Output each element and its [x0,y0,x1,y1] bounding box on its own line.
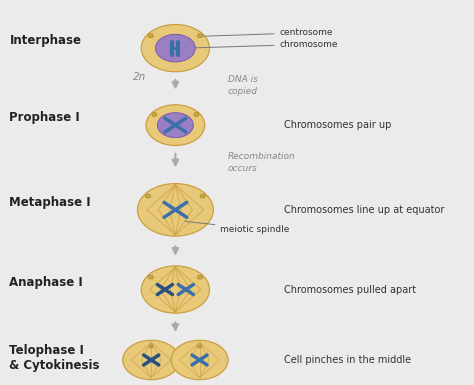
Text: centrosome: centrosome [201,28,333,37]
Ellipse shape [155,34,195,62]
Text: Anaphase I: Anaphase I [9,276,83,290]
Ellipse shape [171,340,228,380]
Text: DNA is
copied: DNA is copied [228,75,257,95]
Text: Metaphase I: Metaphase I [9,196,91,209]
Text: Recombination
occurs: Recombination occurs [228,152,295,172]
Ellipse shape [141,266,210,313]
Text: Cell pinches in the middle: Cell pinches in the middle [284,355,411,365]
Circle shape [152,112,156,116]
Circle shape [149,345,153,348]
Circle shape [146,194,150,198]
Circle shape [198,345,201,348]
Text: meiotic spindle: meiotic spindle [185,221,290,234]
Circle shape [198,275,202,279]
Ellipse shape [157,113,193,137]
Text: Chromosomes pulled apart: Chromosomes pulled apart [284,285,417,295]
Text: chromosome: chromosome [188,40,338,49]
Text: Interphase: Interphase [9,34,82,47]
Text: 2n: 2n [133,72,146,82]
Ellipse shape [137,184,213,236]
Ellipse shape [146,105,205,146]
Text: Chromosomes pair up: Chromosomes pair up [284,120,392,130]
Circle shape [148,34,153,38]
Ellipse shape [141,25,210,72]
Circle shape [198,34,202,38]
Text: Chromosomes line up at equator: Chromosomes line up at equator [284,205,445,215]
Circle shape [194,112,199,116]
Text: Telophase I
& Cytokinesis: Telophase I & Cytokinesis [9,344,100,372]
Circle shape [148,275,153,279]
Circle shape [201,194,205,198]
Text: Prophase I: Prophase I [9,111,80,124]
Ellipse shape [123,340,180,380]
